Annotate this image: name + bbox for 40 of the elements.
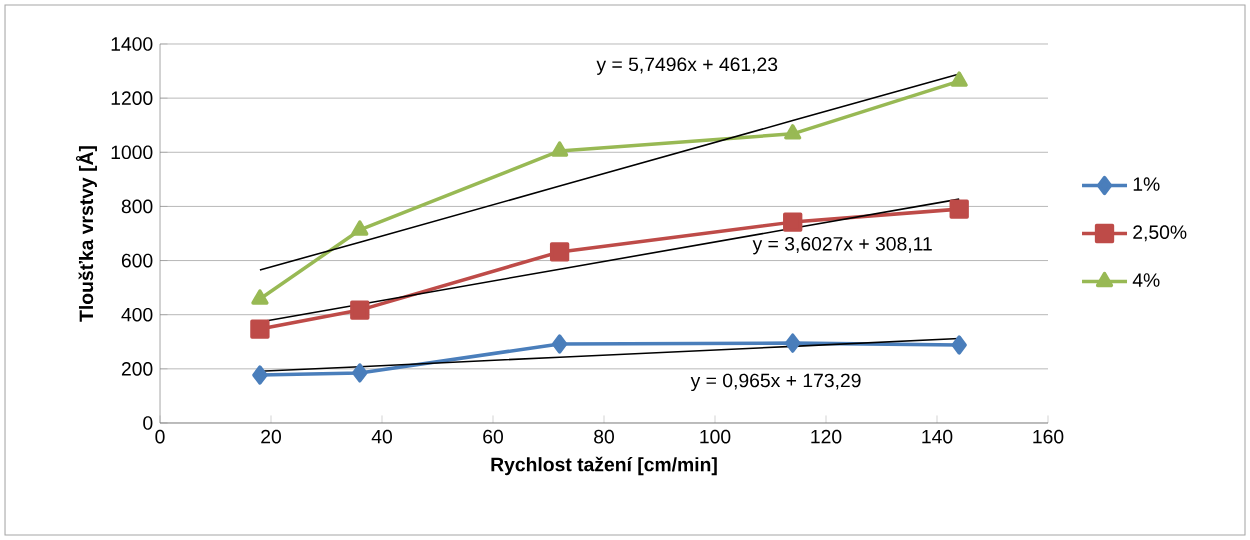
x-tick-label: 120: [811, 429, 842, 444]
point: [785, 333, 801, 353]
point: [551, 141, 569, 157]
y-tick-label: 1200: [111, 91, 153, 105]
annotation: y = 0,965x + 173,29: [690, 373, 861, 392]
x-tick-label: 60: [483, 429, 503, 444]
point: [784, 124, 802, 140]
x-tick-label: 140: [922, 429, 953, 444]
point: [783, 212, 803, 232]
y-tick-label: 0: [143, 416, 153, 430]
legend-label: 4%: [1132, 273, 1160, 287]
y-tick-label: 600: [121, 253, 153, 268]
point: [251, 289, 269, 305]
point: [350, 300, 370, 320]
annotation: y = 3,6027x + 308,11: [752, 236, 932, 255]
annotation: y = 5,7496x + 461,23: [596, 57, 778, 75]
y-axis-title: Tloušťka vrstvy [Å]: [75, 146, 97, 322]
x-tick-label: 160: [1033, 429, 1064, 444]
x-tick-label: 0: [155, 429, 165, 444]
legend-label: 1%: [1133, 177, 1160, 191]
point: [250, 319, 270, 339]
y-tick-label: 400: [121, 307, 153, 322]
point: [549, 242, 570, 262]
y-tick-label: 1400: [111, 37, 153, 51]
x-axis-title: Rychlost tažení [cm/min]: [491, 456, 717, 476]
point: [950, 71, 968, 87]
x-tick-label: 20: [261, 429, 281, 444]
y-tick-label: 800: [121, 199, 153, 214]
y-tick-label: 1000: [111, 145, 153, 160]
point: [352, 363, 368, 383]
legend-label: 2,50%: [1133, 225, 1187, 242]
x-tick-label: 100: [700, 429, 731, 444]
point: [951, 335, 967, 355]
x-tick-label: 40: [371, 429, 392, 444]
point: [551, 334, 568, 354]
point: [252, 365, 268, 385]
y-tick-label: 200: [121, 362, 153, 376]
point: [949, 199, 969, 219]
point: [351, 220, 369, 236]
x-tick-label: 80: [594, 429, 614, 444]
